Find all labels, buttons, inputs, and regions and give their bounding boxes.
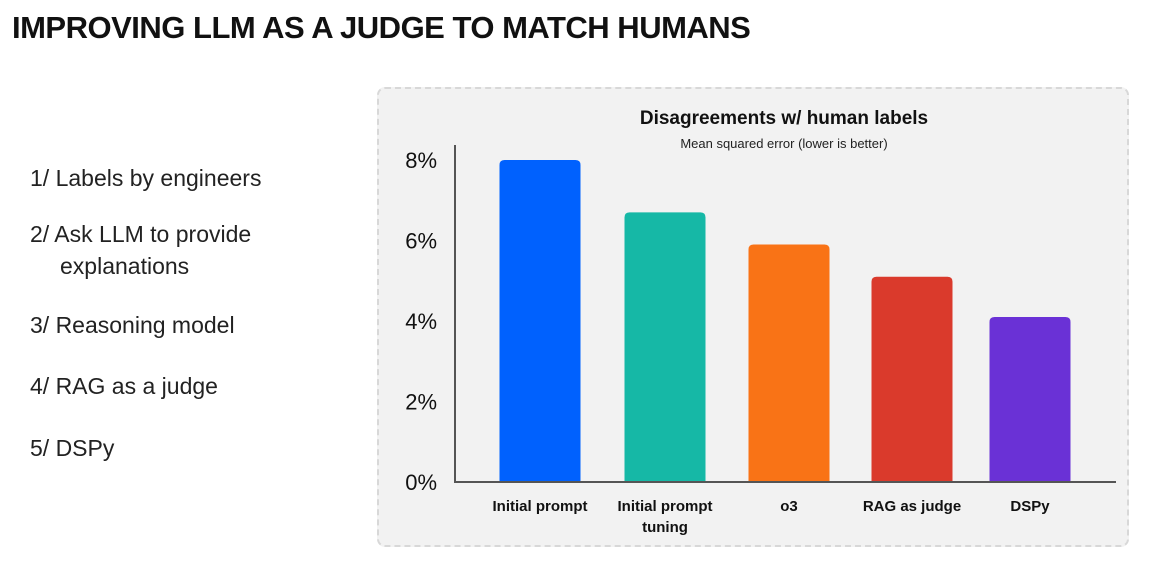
step-item: 5/ DSPy <box>30 435 114 462</box>
y-tick-label: 2% <box>405 390 437 415</box>
step-item: 4/ RAG as a judge <box>30 373 218 400</box>
step-text: 3/ Reasoning model <box>30 312 235 338</box>
step-text: 5/ DSPy <box>30 435 115 461</box>
bar <box>499 160 581 482</box>
chart-subtitle: Mean squared error (lower is better) <box>680 136 887 151</box>
y-tick-label: 4% <box>405 309 437 334</box>
y-tick-label: 0% <box>405 470 437 495</box>
step-text: 4/ RAG as a judge <box>30 373 218 399</box>
slide-title: IMPROVING LLM AS A JUDGE TO MATCH HUMANS <box>12 10 751 45</box>
step-item: 1/ Labels by engineers <box>30 165 261 192</box>
bar <box>624 212 706 482</box>
x-tick-label: o3 <box>780 498 798 515</box>
x-tick-label: RAG as judge <box>863 498 961 515</box>
step-item: 3/ Reasoning model <box>30 312 235 339</box>
step-item: 2/ Ask LLM to provide explanations <box>30 218 251 282</box>
y-tick-label: 6% <box>405 229 437 254</box>
bar <box>871 276 953 482</box>
step-text: 2/ Ask LLM to provide <box>30 221 252 247</box>
bar <box>989 316 1071 482</box>
x-tick-label: Initial prompt <box>618 498 713 515</box>
x-tick-label: tuning <box>642 519 688 536</box>
y-tick-label: 8% <box>405 148 437 173</box>
step-text: 1/ Labels by engineers <box>30 165 262 191</box>
bar <box>748 244 830 482</box>
step-text-continued: explanations <box>60 253 190 279</box>
x-tick-label: DSPy <box>1010 498 1050 515</box>
x-tick-label: Initial prompt <box>493 498 588 515</box>
chart-title: Disagreements w/ human labels <box>640 108 928 129</box>
